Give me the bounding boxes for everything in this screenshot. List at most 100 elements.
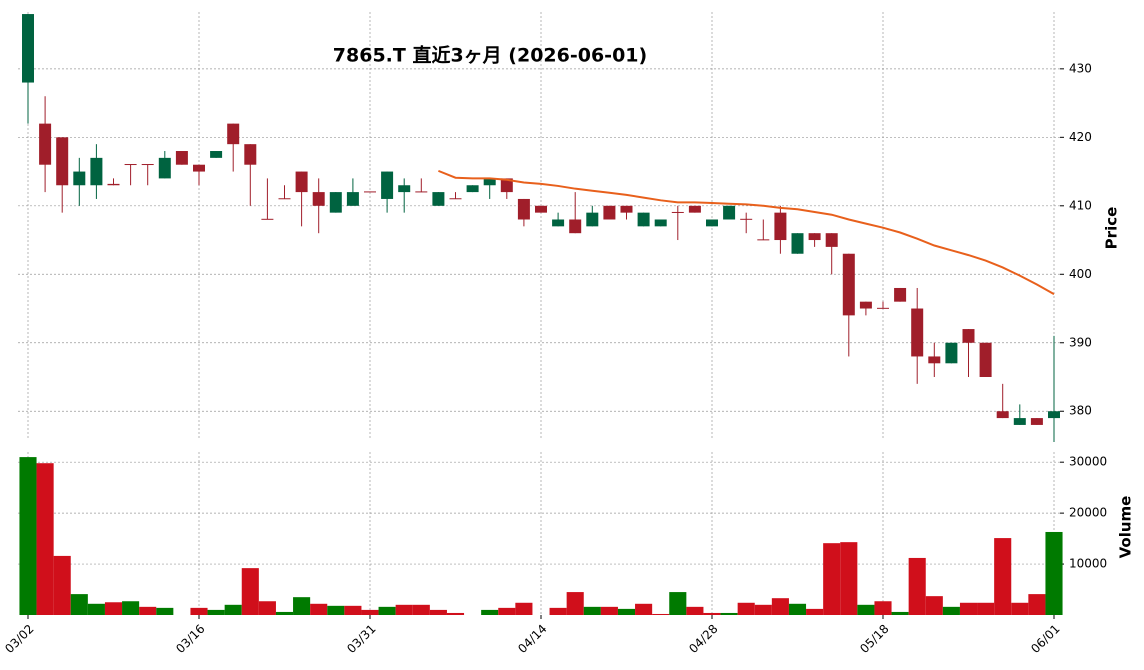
chart-title: 7865.T 直近3ヶ月 (2026-06-01) [333, 44, 647, 67]
volume-bar [1045, 531, 1063, 615]
volume-bar [224, 604, 242, 615]
volume-bar [156, 607, 174, 615]
volume-bar [275, 611, 294, 615]
volume-bar [19, 457, 37, 615]
candle-body [911, 308, 924, 357]
volume-bar [104, 602, 123, 615]
volume-bar [344, 605, 362, 615]
candle-body [774, 212, 787, 241]
y-tick-label: 430 [1069, 61, 1092, 75]
candle-body [1013, 418, 1026, 425]
candle-body [706, 219, 718, 227]
volume-bar [87, 603, 105, 615]
candle-body [193, 164, 205, 172]
y-tick-label: 400 [1069, 267, 1092, 281]
candle-body [552, 219, 565, 227]
candle-body [603, 205, 616, 220]
candle-body [825, 233, 838, 247]
volume-bar [703, 612, 721, 615]
volume-bar [600, 606, 618, 615]
candle-body [210, 151, 223, 158]
candle-body [449, 198, 462, 200]
candle-body [39, 123, 52, 165]
candle-body [928, 356, 941, 364]
volume-bar [566, 592, 584, 615]
x-tick-label: 03/31 [344, 622, 378, 656]
volume-bar [498, 607, 516, 615]
candle-body [346, 192, 359, 206]
x-tick-label: 03/02 [2, 622, 36, 656]
candle-body [500, 178, 513, 193]
x-tick-label: 03/16 [173, 622, 207, 656]
volume-bar [617, 608, 636, 615]
candle-body [637, 212, 650, 227]
volume-bar [652, 613, 670, 615]
candle-body [894, 287, 907, 302]
candle-body [466, 185, 479, 193]
candle-body [381, 171, 394, 199]
candle-body [962, 329, 975, 343]
volume-bar [635, 603, 653, 615]
candle-body [141, 164, 154, 166]
y-tick-label: 20000 [1069, 506, 1107, 520]
volume-bar [327, 605, 345, 615]
candle-body [295, 171, 308, 193]
volume-bar [908, 557, 926, 615]
candle-body [415, 191, 428, 193]
volume-bar [515, 602, 533, 615]
candle-body [90, 157, 103, 186]
volume-bar [925, 596, 943, 615]
volume-bar [737, 602, 755, 615]
candle-body [740, 218, 753, 220]
candle-body [22, 14, 34, 83]
volume-bar [959, 602, 978, 615]
volume-bar [122, 601, 140, 615]
candle-body [56, 137, 69, 186]
volume-bar [788, 603, 807, 615]
x-tick-label: 04/14 [515, 622, 549, 656]
y-tick-label: 420 [1069, 130, 1092, 144]
volume-axis-label: Volume [1117, 496, 1135, 559]
candle-body [808, 233, 821, 241]
volume-bar [412, 604, 430, 615]
candle-body [261, 218, 274, 220]
candle-body [586, 212, 599, 227]
volume-bar [293, 597, 311, 615]
candle-body [158, 157, 171, 179]
volume-bar [241, 568, 259, 615]
candle-body [671, 211, 684, 213]
candle-body [124, 164, 137, 166]
candle-body [73, 171, 86, 186]
candle-body [654, 219, 667, 227]
candle-body [278, 198, 291, 200]
volume-bar [258, 601, 276, 615]
volume-bar [1011, 602, 1029, 615]
candle-body [483, 178, 496, 186]
volume-bar [857, 604, 875, 615]
candle-body [757, 239, 770, 241]
candle-body [312, 192, 325, 206]
candle-body [398, 185, 411, 193]
candle-body [517, 198, 530, 220]
volume-bar [720, 612, 738, 615]
volume-bar [891, 611, 909, 615]
candle-body [227, 123, 240, 145]
candle-body [979, 342, 992, 377]
volume-bar [942, 606, 960, 615]
candle-body [364, 191, 376, 193]
x-tick-label: 06/01 [1028, 622, 1062, 656]
y-tick-label: 380 [1069, 404, 1092, 418]
volume-bar [1028, 594, 1046, 615]
candle-body [945, 342, 958, 364]
y-tick-label: 30000 [1069, 455, 1107, 469]
volume-bar [806, 608, 824, 615]
candle-body [107, 183, 120, 186]
volume-bar [446, 612, 465, 615]
y-tick-label: 410 [1069, 198, 1092, 212]
volume-bar [823, 543, 841, 615]
volume-bar [207, 609, 225, 615]
volume-bar [395, 604, 413, 615]
volume-bar [840, 542, 858, 615]
candle-body [877, 307, 889, 309]
